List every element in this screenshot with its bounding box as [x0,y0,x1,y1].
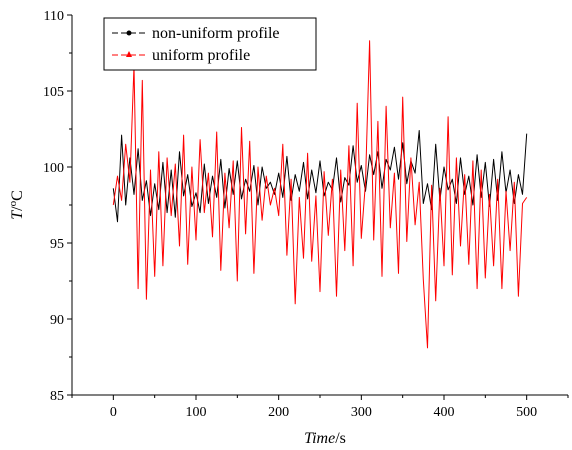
series-line-1 [112,40,528,349]
legend-marker-non-uniform [126,30,132,36]
x-tick-label-400: 400 [434,405,455,420]
legend: non-uniform profile uniform profile [103,17,317,71]
legend-marker-uniform [126,51,132,57]
x-tick-label-500: 500 [516,405,537,420]
legend-box [103,17,317,71]
y-tick-label-100: 100 [43,161,64,176]
x-tick-label-300: 300 [351,405,372,420]
y-tick-label-85: 85 [50,389,64,404]
plot-area: 0 100 200 300 400 500 85 90 95 100 105 110 [43,9,569,420]
x-tick-label-200: 200 [268,405,289,420]
x-axis-title-main: Time [304,430,335,447]
y-tick-label-105: 105 [43,85,64,100]
y-tick-label-90: 90 [50,313,64,328]
x-tick-label-100: 100 [186,405,207,420]
y-tick-label-95: 95 [50,237,64,252]
x-tick-label-0: 0 [110,405,117,420]
y-tick-label-110: 110 [44,9,64,24]
x-axis-title: Time/s [304,430,346,447]
y-axis-title-main: T [9,210,26,220]
y-axis-title-celsius: C [9,190,26,201]
legend-label-uniform: uniform profile [152,47,250,64]
x-axis-title-unit: /s [335,430,346,447]
y-axis-title: T/oC [7,190,26,220]
y-axis-title-degree: o [7,200,19,206]
y-axis-title-slash: / [9,206,26,211]
legend-label-non-uniform: non-uniform profile [152,25,280,42]
